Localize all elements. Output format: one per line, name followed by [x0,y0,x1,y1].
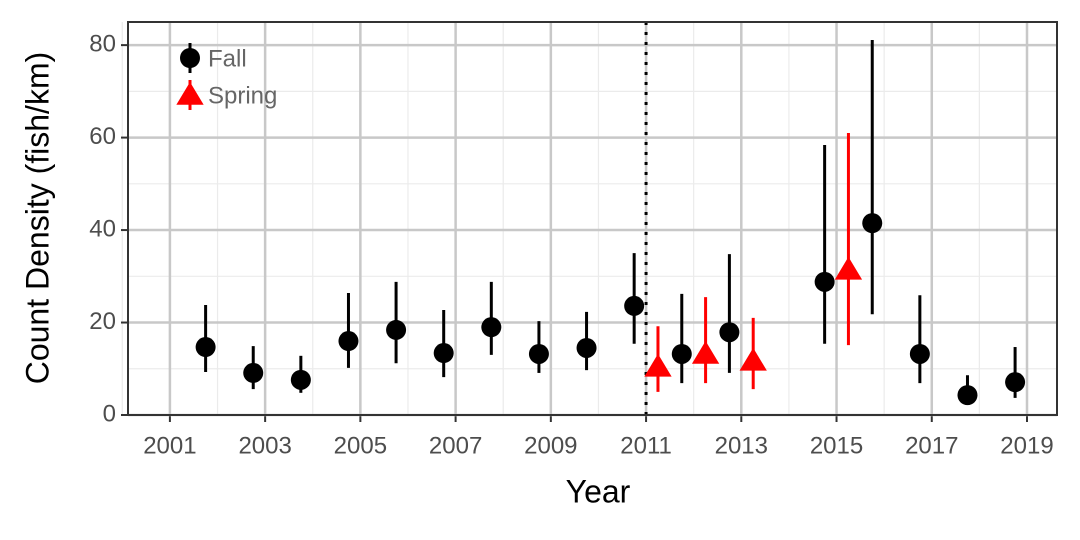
legend-key [176,82,204,105]
x-tick-label: 2011 [620,432,672,459]
legend-label: Spring [208,82,277,109]
x-tick-label: 2013 [715,432,768,459]
x-tick-label: 2015 [810,432,863,459]
y-tick-label: 80 [89,30,116,57]
point [528,343,549,364]
point [386,319,407,340]
x-tick-label: 2007 [429,432,482,459]
point [719,322,740,343]
point [195,337,216,358]
y-tick-label: 60 [89,123,116,150]
plot-border [127,21,1058,416]
x-tick-label: 2001 [143,432,196,459]
point [290,369,311,390]
x-tick-label: 2003 [238,432,291,459]
point [862,213,883,234]
point [909,343,930,364]
point [691,340,720,364]
y-axis-title: Count Density (fish/km) [19,52,55,385]
y-tick-label: 0 [103,400,116,427]
x-axis-title: Year [566,473,631,509]
x-tick-label: 2009 [524,432,577,459]
point [814,271,835,292]
point [243,362,264,383]
point [576,337,597,358]
point [338,331,359,352]
point [433,343,454,364]
point [957,385,978,406]
point [834,256,863,280]
point [644,353,672,377]
point [624,295,645,316]
y-tick-label: 20 [89,308,116,335]
point [481,317,502,338]
point [1005,372,1026,393]
legend-label: Fall [208,45,247,72]
y-tick-label: 40 [89,215,116,242]
legend-key [180,48,200,68]
point [739,347,767,371]
x-tick-label: 2005 [334,432,387,459]
point [671,343,692,364]
x-tick-label: 2019 [1000,432,1053,459]
x-tick-label: 2017 [905,432,958,459]
